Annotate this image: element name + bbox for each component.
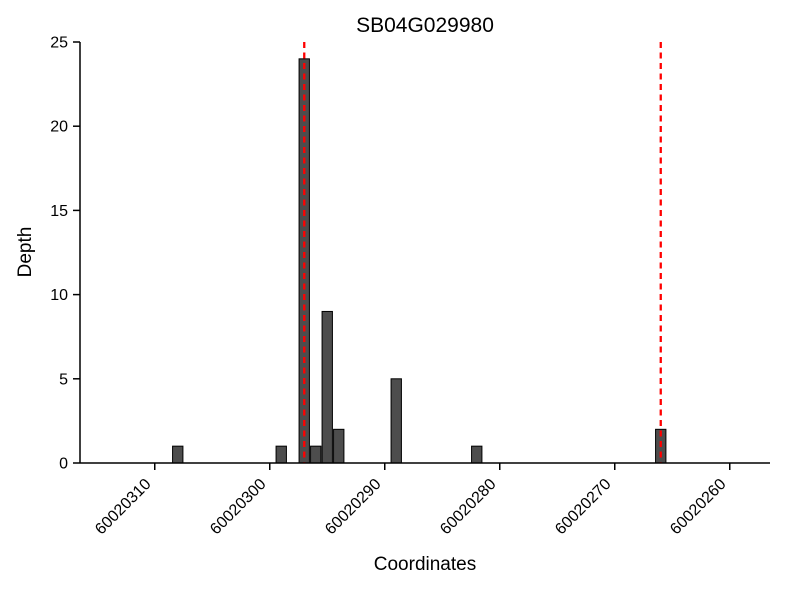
depth-bar xyxy=(172,445,184,464)
x-tick-label: 60020280 xyxy=(437,476,499,538)
depth-bar xyxy=(471,445,483,464)
depth-bar xyxy=(390,378,402,464)
y-tick-label: 10 xyxy=(50,287,68,304)
x-tick-label: 60020270 xyxy=(552,476,614,538)
x-tick-label: 60020290 xyxy=(322,476,384,538)
y-tick-label: 20 xyxy=(50,119,68,136)
x-tick-label: 60020260 xyxy=(667,476,729,538)
y-tick-label: 0 xyxy=(59,456,68,473)
x-tick-label: 60020310 xyxy=(92,476,154,538)
x-axis-label: Coordinates xyxy=(373,554,477,575)
y-tick-label: 25 xyxy=(50,35,68,52)
y-tick-label: 15 xyxy=(50,203,68,220)
depth-bar xyxy=(310,445,322,464)
depth-bar xyxy=(321,310,333,464)
y-tick-label: 5 xyxy=(59,371,68,388)
chart-title: SB04G029980 xyxy=(356,14,494,37)
depth-bar xyxy=(275,445,287,464)
x-tick-label: 60020300 xyxy=(207,476,269,538)
depth-bar xyxy=(333,428,345,464)
